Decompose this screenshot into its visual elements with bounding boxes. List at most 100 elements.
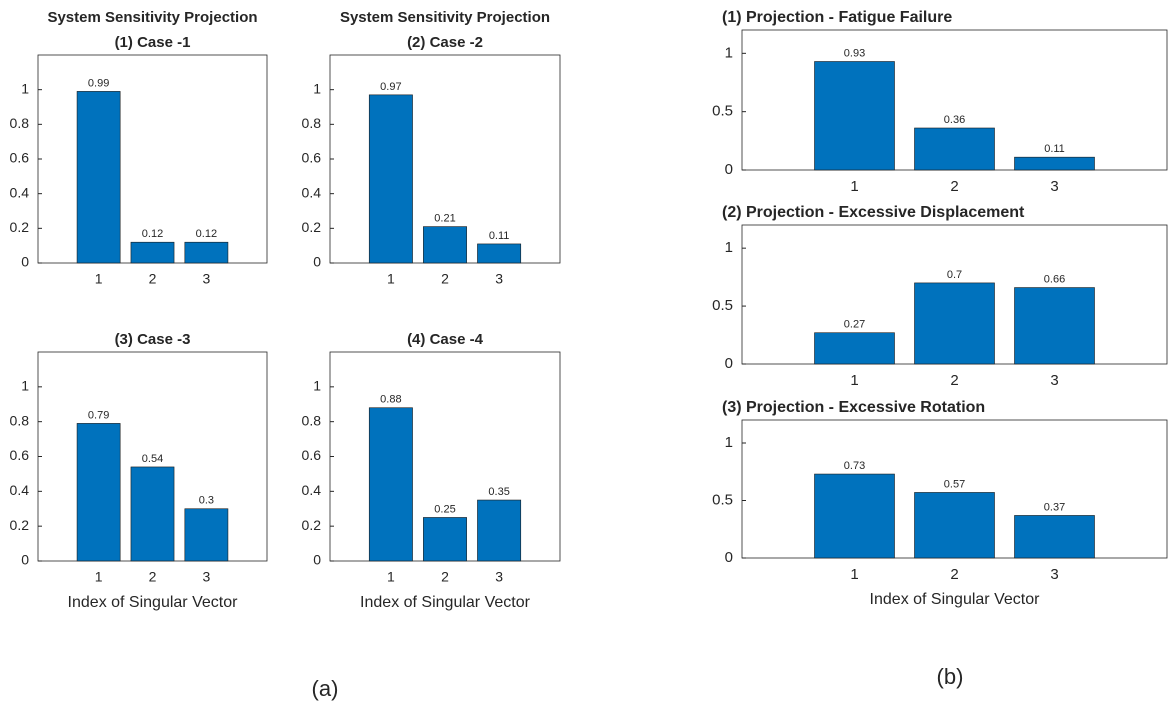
y-tick-label: 1 [21, 80, 29, 96]
x-tick-label: 3 [1050, 178, 1058, 195]
y-tick-label: 0.6 [302, 150, 322, 166]
data-label: 0.36 [944, 114, 965, 126]
chart-supertitle: System Sensitivity Projection [47, 9, 257, 26]
y-tick-label: 1 [313, 378, 321, 394]
y-tick-label: 0.8 [10, 115, 30, 131]
bar [130, 466, 175, 562]
panel-label: (a) [312, 676, 339, 701]
x-tick-label: 3 [202, 271, 210, 287]
data-label: 0.25 [434, 503, 455, 515]
data-label: 0.97 [380, 81, 401, 93]
y-tick-label: 0.4 [302, 184, 322, 200]
x-tick-label: 1 [95, 271, 103, 287]
data-label: 0.11 [489, 230, 510, 242]
data-label: 0.11 [1044, 143, 1065, 155]
bar [130, 241, 175, 264]
y-tick-label: 1 [313, 80, 321, 96]
y-tick-label: 0.2 [10, 517, 30, 533]
data-label: 0.37 [1044, 501, 1065, 513]
data-label: 0.66 [1044, 273, 1065, 285]
chart-title: (4) Case -4 [407, 331, 484, 348]
bar [914, 127, 995, 171]
data-label: 0.3 [199, 495, 214, 507]
x-tick-label: 2 [441, 569, 449, 585]
data-label: 0.12 [142, 228, 163, 240]
x-tick-label: 1 [850, 178, 858, 195]
y-tick-label: 0.2 [302, 517, 322, 533]
chart-title: (2) Projection - Excessive Displacement [722, 204, 1025, 221]
y-tick-label: 0 [725, 549, 733, 566]
x-tick-label: 2 [149, 271, 157, 287]
y-tick-label: 0 [21, 552, 29, 568]
chart-title: (3) Case -3 [115, 331, 191, 348]
bar [1014, 515, 1095, 559]
y-tick-label: 0.4 [10, 184, 30, 200]
x-tick-label: 2 [950, 566, 958, 583]
bar [184, 508, 229, 562]
data-label: 0.88 [380, 394, 401, 406]
y-tick-label: 0.6 [10, 447, 30, 463]
y-tick-label: 0 [725, 355, 733, 372]
y-tick-label: 1 [725, 44, 733, 61]
x-tick-label: 2 [950, 178, 958, 195]
bar [76, 91, 121, 264]
y-tick-label: 0.4 [10, 482, 30, 498]
data-label: 0.21 [434, 213, 455, 225]
data-label: 0.93 [844, 47, 865, 59]
y-tick-label: 0.4 [302, 482, 322, 498]
y-tick-label: 0.8 [10, 412, 30, 428]
y-tick-label: 0.2 [302, 219, 322, 235]
y-tick-label: 1 [725, 434, 733, 451]
bar [814, 332, 895, 365]
y-tick-label: 0.5 [712, 297, 733, 314]
x-tick-label: 3 [1050, 372, 1058, 389]
bar [914, 492, 995, 559]
plot-area [37, 54, 268, 264]
y-tick-label: 0.5 [712, 491, 733, 508]
data-label: 0.27 [844, 319, 865, 331]
bar [477, 499, 522, 562]
bar [1014, 287, 1095, 365]
data-label: 0.12 [196, 228, 217, 240]
x-tick-label: 2 [950, 372, 958, 389]
x-tick-label: 2 [149, 569, 157, 585]
x-tick-label: 1 [95, 569, 103, 585]
bar [184, 241, 229, 264]
x-tick-label: 3 [495, 271, 503, 287]
x-tick-label: 1 [387, 569, 395, 585]
chart-title: (3) Projection - Excessive Rotation [722, 399, 985, 416]
bar [477, 243, 522, 264]
chart-title: (1) Case -1 [115, 34, 191, 51]
x-tick-label: 1 [850, 566, 858, 583]
y-tick-label: 0.2 [10, 219, 30, 235]
x-tick-label: 3 [202, 569, 210, 585]
bar [814, 473, 895, 559]
x-axis-label: Index of Singular Vector [360, 594, 531, 611]
y-tick-label: 1 [725, 239, 733, 256]
x-axis-label: Index of Singular Vector [68, 594, 239, 611]
chart-title: (1) Projection - Fatigue Failure [722, 9, 952, 26]
data-label: 0.73 [844, 460, 865, 472]
y-tick-label: 0 [21, 254, 29, 270]
data-label: 0.54 [142, 453, 163, 465]
y-tick-label: 0 [725, 161, 733, 178]
y-tick-label: 0.6 [302, 447, 322, 463]
bar [368, 94, 413, 264]
x-axis-label: Index of Singular Vector [870, 591, 1041, 608]
data-label: 0.57 [944, 478, 965, 490]
x-tick-label: 1 [387, 271, 395, 287]
data-label: 0.35 [488, 486, 509, 498]
y-tick-label: 0.6 [10, 150, 30, 166]
x-tick-label: 3 [1050, 566, 1058, 583]
y-tick-label: 0 [313, 552, 321, 568]
bar [76, 423, 121, 562]
y-tick-label: 0.5 [712, 103, 733, 120]
bar [1014, 156, 1095, 171]
x-tick-label: 1 [850, 372, 858, 389]
y-tick-label: 0.8 [302, 115, 322, 131]
bar [423, 517, 467, 562]
data-label: 0.99 [88, 77, 109, 89]
x-tick-label: 2 [441, 271, 449, 287]
bar [368, 407, 413, 562]
